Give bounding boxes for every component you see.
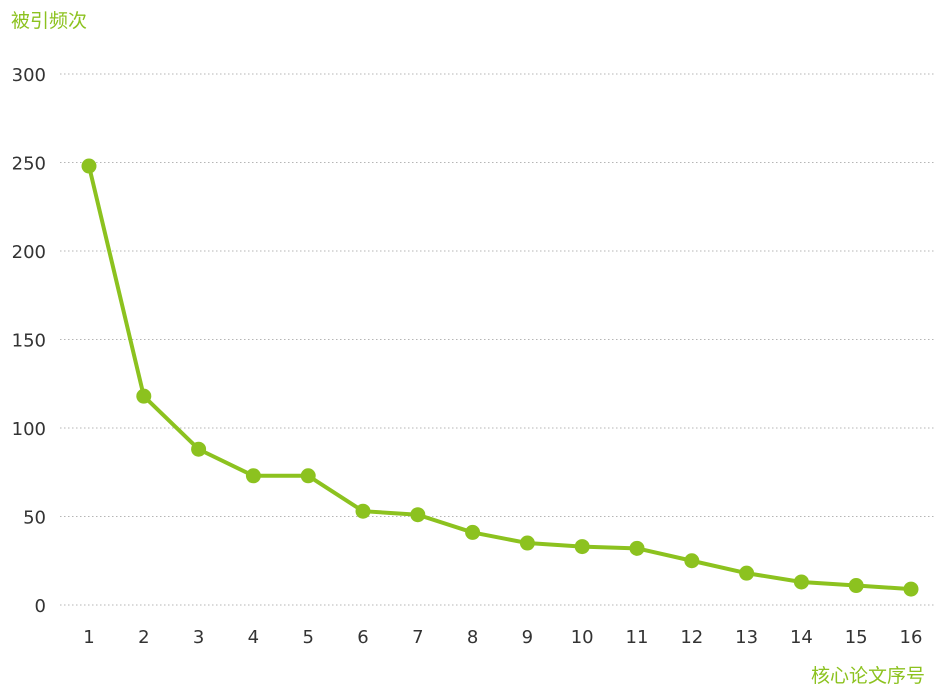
y-tick-label: 0 <box>35 596 46 617</box>
data-point <box>410 507 426 523</box>
x-tick-label: 12 <box>680 627 703 648</box>
x-tick-label: 15 <box>845 627 868 648</box>
x-tick-label: 7 <box>412 627 423 648</box>
y-tick-label: 150 <box>12 331 46 352</box>
y-tick-label: 200 <box>12 242 46 263</box>
x-tick-label: 3 <box>193 627 204 648</box>
data-point <box>903 581 919 597</box>
data-point <box>519 535 535 551</box>
y-tick-labels: 0 50 100 150 200 250 300 <box>12 65 46 617</box>
gridlines <box>60 73 934 606</box>
y-tick-label: 50 <box>23 508 46 529</box>
x-tick-label: 11 <box>626 627 649 648</box>
data-point <box>81 158 97 174</box>
data-point <box>848 578 864 594</box>
x-tick-label: 6 <box>357 627 368 648</box>
x-tick-label: 16 <box>900 627 923 648</box>
x-tick-label: 13 <box>735 627 758 648</box>
y-tick-label: 250 <box>12 154 46 175</box>
data-point <box>629 540 645 556</box>
data-point <box>793 574 809 590</box>
x-tick-labels: 1 2 3 4 5 6 7 8 9 10 11 12 13 14 15 16 <box>83 627 922 648</box>
x-tick-label: 9 <box>522 627 533 648</box>
data-point <box>574 539 590 555</box>
data-point <box>355 503 371 519</box>
x-tick-label: 1 <box>83 627 94 648</box>
x-tick-label: 5 <box>302 627 313 648</box>
x-axis-title: 核心论文序号 <box>811 665 925 687</box>
y-tick-label: 100 <box>12 419 46 440</box>
data-point <box>739 565 755 581</box>
x-tick-label: 14 <box>790 627 813 648</box>
data-point <box>136 388 152 404</box>
data-point <box>245 468 261 484</box>
y-tick-label: 300 <box>12 65 46 86</box>
x-tick-label: 10 <box>571 627 594 648</box>
x-tick-label: 2 <box>138 627 149 648</box>
data-point <box>191 441 207 457</box>
data-point <box>300 468 316 484</box>
data-point <box>465 524 481 540</box>
series-line <box>87 164 913 592</box>
data-point <box>684 553 700 569</box>
x-tick-label: 4 <box>248 627 259 648</box>
y-axis-title: 被引频次 <box>11 10 87 32</box>
x-tick-label: 8 <box>467 627 478 648</box>
series-layer <box>81 158 919 597</box>
